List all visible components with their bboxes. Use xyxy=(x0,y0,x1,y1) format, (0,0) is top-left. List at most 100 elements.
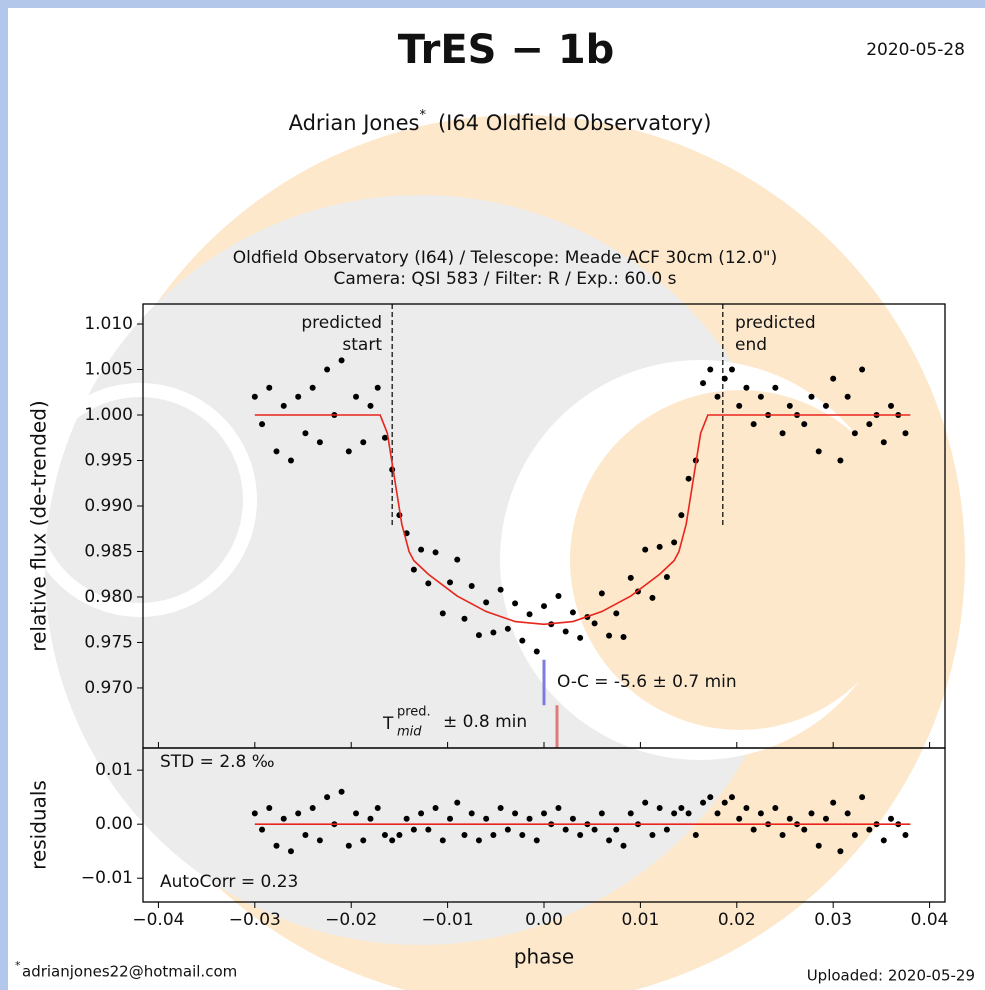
data-point xyxy=(295,810,302,817)
x-tick-label: 0.03 xyxy=(814,910,852,930)
data-point xyxy=(280,402,287,409)
y-tick-label: 0.975 xyxy=(84,632,133,652)
data-point xyxy=(381,831,388,838)
data-point xyxy=(468,583,475,590)
data-point xyxy=(837,848,844,855)
tmid-sub: mid xyxy=(397,725,422,740)
data-point xyxy=(497,804,504,811)
data-point xyxy=(598,590,605,597)
data-point xyxy=(888,402,895,409)
data-point xyxy=(671,810,678,817)
date: 2020-05-28 xyxy=(866,40,965,60)
data-point xyxy=(844,393,851,400)
data-point xyxy=(786,815,793,822)
model-line xyxy=(254,414,911,626)
data-point xyxy=(533,648,540,655)
data-point xyxy=(815,448,822,455)
uploaded: Uploaded: 2020-05-29 xyxy=(807,967,975,985)
footer-mark: * xyxy=(15,959,21,972)
data-point xyxy=(504,826,511,833)
data-point xyxy=(902,831,909,838)
data-point xyxy=(447,579,454,586)
data-point xyxy=(591,620,598,627)
data-point xyxy=(801,826,808,833)
y-axis-label: relative flux (de-trended) xyxy=(27,400,51,651)
x-tick-label: −0.04 xyxy=(132,910,184,930)
data-point xyxy=(381,434,388,441)
data-point xyxy=(425,580,432,587)
tmid-label: ± 0.8 min xyxy=(443,712,527,732)
data-point xyxy=(562,628,569,635)
data-point xyxy=(432,804,439,811)
data-point xyxy=(757,393,764,400)
data-point xyxy=(822,402,829,409)
data-point xyxy=(287,848,294,855)
top-border xyxy=(0,0,985,8)
data-point xyxy=(432,549,439,556)
data-point xyxy=(483,815,490,822)
predicted-start-label: predicted xyxy=(301,313,382,333)
data-point xyxy=(338,788,345,795)
observatory: (I64 Oldfield Observatory) xyxy=(438,111,711,135)
data-point xyxy=(837,457,844,464)
subtitle: Oldfield Observatory (I64) / Telescope: … xyxy=(233,248,777,268)
data-point xyxy=(750,421,757,428)
data-point xyxy=(461,831,468,838)
data-point xyxy=(475,632,482,639)
y-tick-label: −0.01 xyxy=(81,868,133,888)
data-point xyxy=(757,810,764,817)
oc-label: O-C = -5.6 ± 0.7 min xyxy=(557,672,737,692)
data-point xyxy=(685,475,692,482)
data-point xyxy=(649,831,656,838)
author-mark: * xyxy=(419,108,426,123)
data-point xyxy=(367,815,374,822)
data-point xyxy=(613,610,620,617)
data-point xyxy=(569,815,576,822)
x-tick-label: −0.01 xyxy=(422,910,474,930)
data-point xyxy=(302,831,309,838)
data-point xyxy=(736,402,743,409)
data-point xyxy=(808,393,815,400)
logo xyxy=(23,115,965,990)
data-point xyxy=(360,837,367,844)
predicted-end-label: predicted xyxy=(735,313,816,333)
data-point xyxy=(569,609,576,616)
data-point xyxy=(251,810,258,817)
data-point xyxy=(671,539,678,546)
y-tick-label: 1.000 xyxy=(84,405,133,425)
y-tick-label: 1.010 xyxy=(84,314,133,334)
data-point xyxy=(656,804,663,811)
data-point xyxy=(324,794,331,801)
data-point xyxy=(844,810,851,817)
y-tick-label: 1.005 xyxy=(84,360,133,380)
data-point xyxy=(627,810,634,817)
y-tick-label: 0.970 xyxy=(84,678,133,698)
data-point xyxy=(374,804,381,811)
tmid-base: T xyxy=(382,714,394,734)
data-point xyxy=(656,543,663,550)
data-point xyxy=(266,384,273,391)
data-point xyxy=(598,810,605,817)
logo-e xyxy=(23,383,257,617)
data-point xyxy=(309,804,316,811)
data-point xyxy=(830,375,837,382)
data-point xyxy=(447,815,454,822)
data-point xyxy=(772,804,779,811)
logo-grey xyxy=(45,195,795,945)
data-point xyxy=(663,573,670,580)
y-tick-label: 0.00 xyxy=(95,814,133,834)
data-point xyxy=(418,546,425,553)
data-point xyxy=(866,421,873,428)
data-point xyxy=(743,384,750,391)
data-point xyxy=(338,357,345,364)
data-point xyxy=(721,375,728,382)
author: Adrian Jones* (I64 Oldfield Observatory) xyxy=(289,108,712,136)
logo-inner xyxy=(570,390,910,730)
data-point xyxy=(309,384,316,391)
data-point xyxy=(700,799,707,806)
data-point xyxy=(439,837,446,844)
std-label: STD = 2.8 ‰ xyxy=(160,752,275,772)
data-point xyxy=(801,421,808,428)
data-point xyxy=(808,810,815,817)
data-point xyxy=(902,430,909,437)
